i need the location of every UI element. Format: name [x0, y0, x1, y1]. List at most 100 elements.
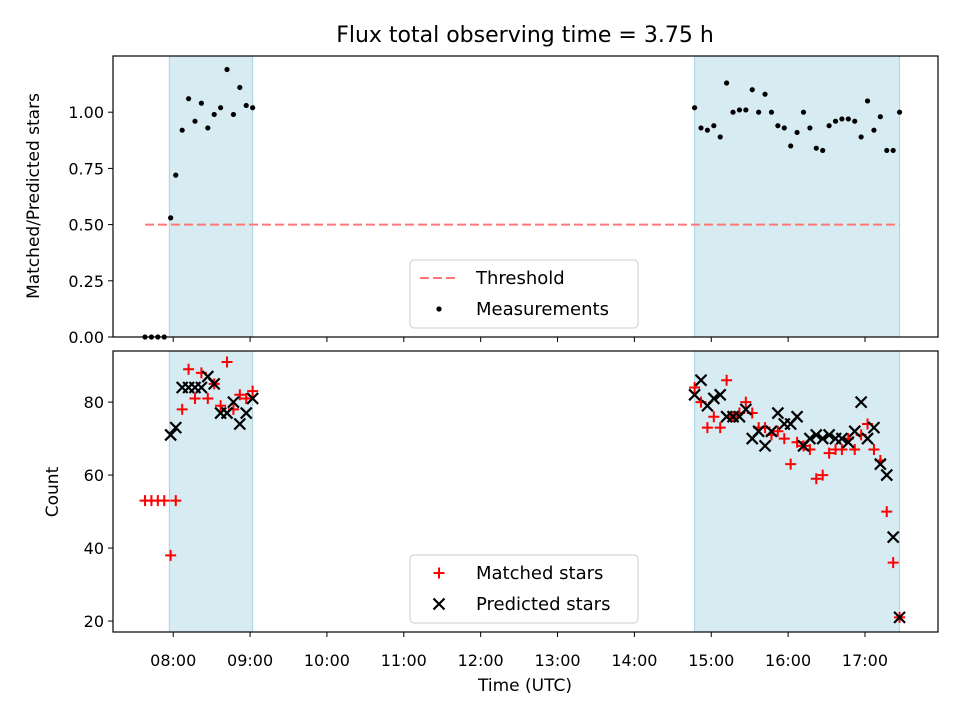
ratio-series-1-point-35 [794, 129, 800, 136]
count-series-1-point-24 [721, 374, 733, 386]
ratio-series-1-point-13 [218, 105, 224, 111]
chart-title: Flux total observing time = 3.75 h [336, 23, 714, 48]
ratio-legend-box [409, 259, 639, 329]
count-series-2-point-42 [861, 432, 874, 445]
count-series-1-point-40 [823, 447, 835, 459]
ratio-series-1-point-48 [877, 114, 883, 120]
count-series-2-point-40 [848, 425, 862, 438]
count-series-1-point-47 [868, 444, 880, 456]
count-series-2-point-36 [822, 428, 836, 442]
count-series-2-point-45 [880, 468, 894, 482]
ratio-y-tick-label-3: 0.50 [68, 216, 104, 235]
count-series-2-point-28 [771, 406, 785, 420]
count-series-2-point-25 [752, 425, 765, 438]
count-series-1-point-6 [170, 495, 182, 507]
x-tick-label-8: 15:00 [688, 651, 734, 670]
count-y-tick-label-4: 80 [84, 393, 104, 412]
count-series-1-point-13 [215, 400, 227, 412]
count-panel: 20 40 60 80 Matched stars Predicted stars [84, 350, 939, 637]
x-tick-labels: 08:00 09:00 10:00 11:00 12:00 13:00 14:00 15:00… [150, 651, 888, 670]
count-series-1-point-8 [183, 363, 195, 375]
count-series-2-point-34 [810, 428, 823, 442]
count-series-2-point-1 [164, 428, 177, 442]
count-series-2-point-46 [886, 530, 900, 544]
ratio-series-1-point-6 [173, 172, 179, 178]
x-axis-label: Time (UTC) [477, 676, 572, 696]
count-y-tick-label-2: 40 [84, 539, 104, 558]
count-series-2-point-14 [246, 392, 259, 405]
count-series-1-point-16 [234, 389, 246, 401]
count-series-2-point-23 [739, 403, 753, 416]
top-y-axis-label: Matched/Predicted stars [24, 93, 44, 299]
ratio-observing-window-1 [168, 55, 254, 338]
ratio-series-1-point-36 [800, 109, 807, 115]
count-legend-swatch-2 [432, 597, 446, 611]
count-series-1-point-44 [849, 444, 861, 456]
ratio-series-1-point-24 [724, 80, 730, 86]
ratio-series-1-point-17 [243, 102, 249, 109]
count-observing-window-2 [694, 350, 901, 633]
x-tick-label-6: 13:00 [534, 651, 580, 670]
count-legend: Matched stars Predicted stars [409, 554, 639, 624]
count-series-2-point-31 [790, 410, 804, 423]
ratio-series-1-point-39 [820, 147, 826, 154]
ratio-series-1-point-32 [775, 123, 781, 129]
ratio-panel: 0.00 0.25 0.50 0.75 1.00 Threshold Measurement… [68, 55, 939, 347]
x-tick-label-4: 11:00 [381, 651, 427, 670]
count-series-1-point-38 [810, 473, 822, 485]
ratio-series-1-point-51 [896, 109, 903, 115]
ratio-series-1-point-5 [168, 215, 174, 221]
ratio-series-1-point-15 [230, 111, 237, 118]
ratio-series-1-point-38 [813, 145, 819, 151]
count-series-2-point-27 [765, 425, 778, 438]
x-tick-label-9: 16:00 [765, 651, 811, 670]
count-series-1-point-42 [836, 444, 848, 456]
count-y-tick-label-1: 20 [84, 612, 104, 631]
x-tick-label-2: 09:00 [227, 651, 273, 670]
ratio-legend-label-2: Measurements [476, 299, 609, 320]
count-series-2-point-47 [893, 611, 906, 624]
count-series-1-point-34 [785, 458, 797, 470]
count-series-2-point-33 [803, 432, 817, 445]
ratio-series-1-point-31 [768, 109, 775, 115]
count-series-2-point-19 [713, 388, 727, 402]
x-tick-label-7: 14:00 [611, 651, 657, 670]
count-series-2-point-44 [874, 457, 887, 471]
count-series-1-point-14 [221, 356, 233, 368]
ratio-y-tick-label-1: 0.00 [68, 328, 104, 347]
count-series-1-point-11 [202, 392, 214, 404]
count-series-2-point-39 [842, 435, 855, 449]
ratio-series-1-point-40 [826, 123, 832, 129]
ratio-series-1-point-46 [864, 98, 871, 104]
ratio-series-1-point-33 [781, 125, 787, 131]
x-tick-label-1: 08:00 [150, 651, 196, 670]
count-series-1-point-22 [708, 411, 720, 423]
ratio-series-1-point-8 [185, 96, 192, 102]
ratio-series-1-point-47 [871, 127, 877, 133]
count-series-2-point-15 [688, 388, 701, 402]
ratio-series-1-point-19 [691, 105, 698, 111]
count-series-1-point-9 [189, 392, 201, 404]
count-series-2-point-16 [694, 373, 708, 387]
ratio-series-1-point-43 [845, 116, 851, 122]
count-series-1-point-5 [165, 549, 177, 561]
ratio-series-1-point-25 [730, 109, 736, 115]
count-series-2-point-35 [816, 432, 829, 445]
ratio-series-1-point-45 [858, 134, 864, 140]
count-legend-box [409, 554, 639, 624]
count-series-2-point-41 [854, 395, 868, 409]
ratio-legend-label-1: Threshold [475, 268, 565, 289]
ratio-axes-frame [112, 55, 939, 338]
ratio-series-1-point-49 [884, 147, 890, 154]
ratio-series-1-point-22 [711, 123, 717, 129]
ratio-series-1-point-21 [704, 127, 711, 133]
ratio-series-1-point-10 [198, 100, 204, 106]
bottom-y-axis-label: Count [43, 466, 63, 517]
ratio-series-1-point-12 [211, 111, 217, 118]
count-legend-label-1: Matched stars [476, 563, 603, 584]
count-series-2-point-12 [233, 417, 247, 431]
count-series-1-point-27 [740, 396, 752, 408]
ratio-series-1-point-23 [717, 134, 723, 140]
ratio-series-1-point-42 [839, 116, 845, 122]
ratio-y-tick-label-4: 0.75 [68, 159, 104, 178]
